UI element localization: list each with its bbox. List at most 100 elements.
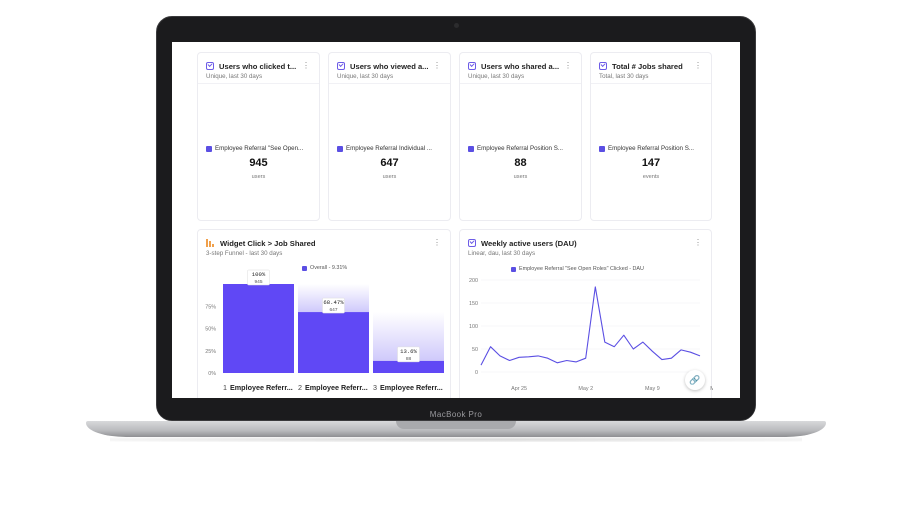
legend-swatch (302, 265, 307, 271)
card-subtitle: Unique, last 30 days (206, 73, 263, 80)
x-tick-label: May 2 (578, 386, 593, 392)
link-icon[interactable]: 🔗 (685, 370, 705, 390)
card-title: Total # Jobs shared (612, 61, 683, 71)
card-title: Users who clicked t... (219, 61, 297, 71)
series-name: Employee Referral Position S... (608, 145, 694, 152)
funnel-bar (373, 360, 444, 373)
metric-card-total-jobs[interactable]: Total # Jobs shared ⋮ Total, last 30 day… (590, 52, 712, 221)
series-swatch (337, 145, 343, 152)
funnel-label-box (322, 297, 345, 314)
insight-check-icon (599, 62, 607, 70)
series-swatch (206, 145, 212, 152)
divider (591, 83, 711, 84)
series-name: Employee Referral "See Open... (215, 145, 304, 152)
funnel-step-label: Employee Referr... (230, 383, 293, 392)
metric-value: 88 (514, 157, 527, 169)
series-swatch (468, 145, 474, 152)
funnel-percent-label: 100% (252, 271, 266, 278)
divider (329, 83, 450, 84)
insight-check-icon (206, 62, 214, 70)
y-tick-label: 150 (469, 301, 478, 307)
card-subtitle: Total, last 30 days (599, 73, 649, 80)
dau-series-line (480, 286, 701, 366)
y-tick-label: 0% (208, 371, 216, 377)
metric-unit: users (513, 174, 528, 180)
metric-value: 647 (380, 157, 399, 169)
laptop-notch (396, 421, 516, 429)
funnel-bar (298, 312, 369, 373)
x-tick-label: Apr 25 (511, 386, 527, 392)
legend-swatch (511, 266, 516, 272)
metric-card-viewed[interactable]: Users who viewed a... ⋮ Unique, last 30 … (328, 52, 451, 221)
series-label: Employee Referral Position S... (468, 145, 573, 152)
y-tick-label: 50% (205, 327, 216, 333)
kebab-menu-icon[interactable]: ⋮ (433, 61, 441, 70)
funnel-step-index: 3 (373, 383, 377, 392)
x-tick-label: May 16 (710, 386, 713, 392)
metric-value: 945 (249, 157, 268, 169)
legend-label: Employee Referral "See Open Roles" Click… (519, 266, 644, 272)
card-subtitle: Linear, dau, last 30 days (468, 250, 536, 257)
funnel-percent-label: 13.6% (400, 348, 417, 355)
dau-legend: Employee Referral "See Open Roles" Click… (511, 266, 644, 272)
funnel-count-label: 647 (329, 307, 337, 313)
funnel-step-label: Employee Referr... (305, 383, 368, 392)
funnel-step-label: Employee Referr... (380, 383, 443, 392)
card-title: Users who shared a... (481, 61, 560, 71)
divider (460, 83, 581, 84)
funnel-legend: Overall - 9.31% (302, 265, 347, 271)
device-brand-label: MacBook Pro (429, 410, 483, 419)
divider (198, 83, 319, 84)
dau-line-chart: 200 150 100 50 0 Apr 25 May 2 May 9 May 16 (469, 278, 713, 392)
metric-unit: events (642, 174, 660, 180)
screen-bezel (157, 398, 755, 420)
card-subtitle: Unique, last 30 days (337, 73, 394, 80)
laptop-base (86, 421, 826, 437)
metric-card-clicked[interactable]: Users who clicked t... ⋮ Unique, last 30… (197, 52, 320, 221)
card-subtitle: 3-step Funnel - last 30 days (206, 250, 283, 257)
series-swatch (599, 145, 605, 152)
funnel-step-index: 2 (298, 383, 302, 392)
series-label: Employee Referral Position S... (599, 145, 703, 152)
funnel-chart-icon (206, 239, 215, 247)
funnel-step-index: 1 (223, 383, 227, 392)
y-tick-label: 25% (205, 349, 216, 355)
y-tick-label: 0 (475, 370, 478, 376)
dau-card[interactable]: Weekly active users (DAU) ⋮ Linear, dau,… (459, 229, 713, 398)
insight-check-icon (468, 62, 476, 70)
metric-value: 147 (641, 157, 661, 169)
kebab-menu-icon[interactable]: ⋮ (694, 61, 702, 70)
funnel-count-label: 88 (406, 356, 412, 362)
series-name: Employee Referral Position S... (477, 145, 563, 152)
funnel-count-label: 945 (254, 279, 262, 285)
metric-unit: users (382, 174, 397, 180)
kebab-menu-icon[interactable]: ⋮ (564, 61, 572, 70)
funnel-bar (223, 284, 294, 373)
series-label: Employee Referral "See Open... (206, 145, 311, 152)
kebab-menu-icon[interactable]: ⋮ (433, 238, 441, 247)
insight-check-icon (337, 62, 345, 70)
kebab-menu-icon[interactable]: ⋮ (302, 61, 310, 70)
laptop-shadow (110, 437, 802, 442)
y-tick-label: 100 (469, 324, 478, 330)
metric-card-shared[interactable]: Users who shared a... ⋮ Unique, last 30 … (459, 52, 582, 221)
funnel-label-box (397, 346, 420, 363)
y-tick-label: 75% (205, 304, 216, 310)
funnel-card[interactable]: Widget Click > Job Shared ⋮ 3-step Funne… (197, 229, 451, 398)
kebab-menu-icon[interactable]: ⋮ (694, 238, 702, 247)
card-title: Users who viewed a... (350, 61, 429, 71)
dashboard-screen: Users who clicked t... ⋮ Unique, last 30… (172, 42, 740, 398)
camera-icon (454, 23, 459, 28)
series-label: Employee Referral Individual ... (337, 145, 442, 152)
y-tick-label: 200 (469, 278, 478, 284)
x-tick-label: May 9 (645, 386, 660, 392)
series-name: Employee Referral Individual ... (346, 145, 432, 152)
funnel-percent-label: 68.47% (323, 299, 344, 306)
card-subtitle: Unique, last 30 days (468, 73, 525, 80)
legend-label: Overall - 9.31% (310, 265, 348, 271)
insight-check-icon (468, 239, 476, 247)
metric-unit: users (251, 174, 266, 180)
y-tick-label: 50 (472, 347, 478, 353)
